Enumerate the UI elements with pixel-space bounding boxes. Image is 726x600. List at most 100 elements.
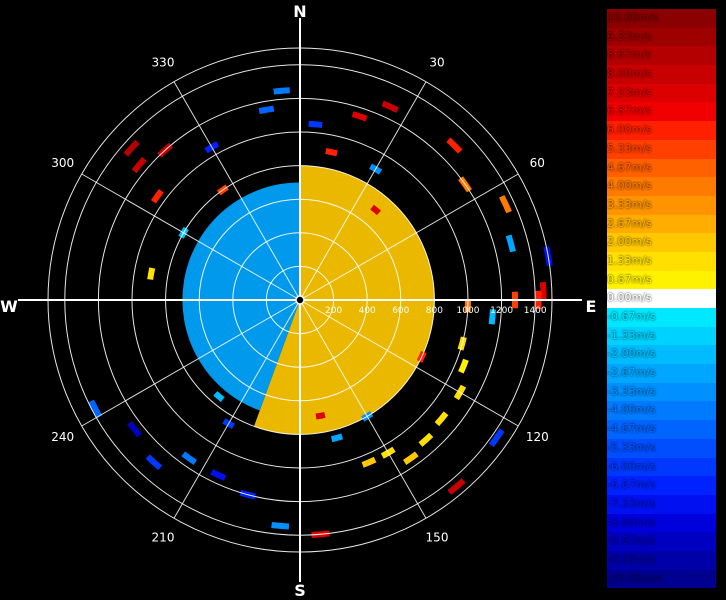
echo-gate xyxy=(308,120,323,128)
bearing-spoke xyxy=(299,299,519,427)
bearing-label: 60 xyxy=(530,156,545,170)
echo-gate xyxy=(271,522,290,530)
east-label: E xyxy=(586,297,597,316)
legend-swatch xyxy=(607,532,716,551)
bearing-spoke xyxy=(81,173,301,301)
legend-label: 8.67m/s xyxy=(607,48,652,62)
echo-gate xyxy=(361,456,377,468)
echo-gate xyxy=(315,411,326,420)
legend-label: 10.00m/s xyxy=(607,11,659,24)
legend-entry: 7.33m/s xyxy=(607,83,716,103)
echo-gate xyxy=(446,137,463,154)
legend-swatch xyxy=(607,139,716,159)
legend-entry: 9.33m/s xyxy=(607,27,716,47)
legend-swatch xyxy=(607,251,716,271)
legend-label: 6.87m/s xyxy=(607,104,652,118)
legend-swatch xyxy=(607,550,716,570)
echo-gate xyxy=(325,148,338,157)
legend-swatch xyxy=(607,177,716,196)
legend-swatch xyxy=(607,476,716,495)
legend-entry: 4.00m/s xyxy=(607,177,716,196)
legend-label: 4.67m/s xyxy=(607,160,652,174)
echo-gate xyxy=(488,309,496,325)
legend-entry: -10.00m/s xyxy=(607,569,716,589)
south-label: S xyxy=(294,581,306,600)
legend-label: 3.33m/s xyxy=(607,197,652,211)
echo-gate xyxy=(123,139,140,157)
legend-entry: -8.00m/s xyxy=(607,513,716,533)
echo-gate xyxy=(147,267,156,280)
legend-label: -6.67m/s xyxy=(607,478,656,492)
bearing-label: 240 xyxy=(51,430,74,444)
legend-entry: -5.33m/s xyxy=(607,438,716,458)
legend-entry: -4.00m/s xyxy=(607,401,716,421)
legend-swatch xyxy=(607,364,716,383)
legend-entry: 6.00m/s xyxy=(607,121,716,140)
legend-label: -8.00m/s xyxy=(607,515,656,529)
bearing-label: 120 xyxy=(526,430,549,444)
legend-entry: -2.00m/s xyxy=(607,345,716,365)
legend-swatch xyxy=(607,46,716,66)
legend-swatch xyxy=(607,233,716,252)
legend-swatch xyxy=(607,401,716,421)
legend-swatch xyxy=(607,214,716,234)
legend-entry: 8.00m/s xyxy=(607,65,716,84)
bearing-spoke xyxy=(173,299,301,519)
echo-gate xyxy=(273,87,290,95)
legend-swatch xyxy=(607,438,716,458)
legend-entry: -8.67m/s xyxy=(607,532,716,551)
legend-swatch xyxy=(607,270,716,290)
legend-entry: 4.67m/s xyxy=(607,158,716,178)
legend-swatch xyxy=(607,27,716,47)
legend-label: -4.67m/s xyxy=(607,422,656,436)
echo-gate xyxy=(258,105,275,115)
legend-entry: -2.67m/s xyxy=(607,364,716,383)
bearing-label: 300 xyxy=(51,156,74,170)
echo-gate xyxy=(88,399,103,419)
bearing-label: 30 xyxy=(429,56,444,70)
legend-entry: 8.67m/s xyxy=(607,46,716,66)
legend-swatch xyxy=(607,457,716,477)
radar-plot: 200 400 600 800 1000 1200 1400 30 60 120 150 210 24… xyxy=(0,2,597,600)
legend-label: 9.33m/s xyxy=(607,29,652,43)
legend-label: 4.00m/s xyxy=(607,179,652,193)
legend-entry: -6.67m/s xyxy=(607,476,716,495)
legend-label: -6.00m/s xyxy=(607,459,656,473)
legend-label: 0.00m/s xyxy=(607,291,652,305)
legend-swatch xyxy=(607,158,716,178)
legend-swatch xyxy=(607,289,716,308)
bearing-spoke xyxy=(173,81,301,301)
echo-gate xyxy=(210,469,227,481)
bearing-label: 330 xyxy=(152,56,175,70)
legend-entry: 6.87m/s xyxy=(607,102,716,122)
legend-swatch xyxy=(607,65,716,84)
legend-swatch xyxy=(607,121,716,140)
echo-gate xyxy=(381,100,399,113)
echo-gate xyxy=(539,281,547,301)
echo-gate xyxy=(145,454,163,471)
legend-entry: -7.33m/s xyxy=(607,494,716,514)
legend-label: -7.33m/s xyxy=(607,496,656,510)
legend-entry: 10.00m/s xyxy=(607,9,716,28)
bearing-label: 210 xyxy=(152,530,175,544)
legend-entry: 3.33m/s xyxy=(607,195,716,215)
bearing-labels: 30 60 120 150 210 240 300 330 xyxy=(51,56,548,545)
radar-center-marker xyxy=(295,295,305,305)
echo-gate xyxy=(351,111,368,122)
echo-gate xyxy=(447,478,466,495)
echo-gate xyxy=(330,433,344,443)
legend-entry: 2.67m/s xyxy=(607,214,716,234)
legend-label: -2.00m/s xyxy=(607,347,656,361)
legend-swatch xyxy=(607,569,716,589)
legend-label: -4.00m/s xyxy=(607,403,656,417)
range-tick-label: 200 xyxy=(325,306,342,316)
legend-label: 2.67m/s xyxy=(607,216,652,230)
echo-gate xyxy=(370,204,382,216)
legend-label: 1.33m/s xyxy=(607,253,652,267)
echo-gate xyxy=(488,428,505,448)
range-tick-label: 800 xyxy=(426,306,443,316)
echo-gate xyxy=(505,234,516,253)
range-tick-label: 600 xyxy=(392,306,409,316)
legend-label: -1.33m/s xyxy=(607,328,656,342)
legend-swatch xyxy=(607,308,716,327)
